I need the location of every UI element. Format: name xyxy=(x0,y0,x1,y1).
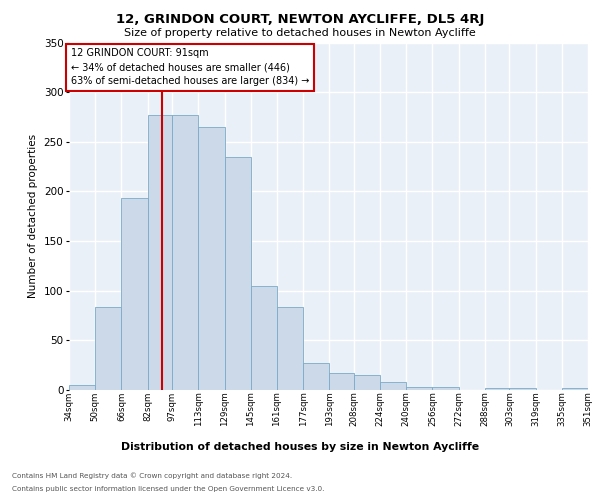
Bar xyxy=(69,385,95,390)
Bar xyxy=(354,375,380,390)
Bar xyxy=(329,373,354,390)
Bar xyxy=(433,387,458,390)
Bar xyxy=(172,115,199,390)
Text: Contains HM Land Registry data © Crown copyright and database right 2024.: Contains HM Land Registry data © Crown c… xyxy=(12,472,292,479)
Bar xyxy=(303,363,329,390)
Bar xyxy=(485,388,509,390)
Bar xyxy=(148,115,172,390)
Bar xyxy=(509,388,536,390)
Bar xyxy=(199,127,224,390)
Bar xyxy=(251,286,277,390)
Bar xyxy=(406,387,433,390)
Bar xyxy=(224,156,251,390)
Text: Distribution of detached houses by size in Newton Aycliffe: Distribution of detached houses by size … xyxy=(121,442,479,452)
Text: 12, GRINDON COURT, NEWTON AYCLIFFE, DL5 4RJ: 12, GRINDON COURT, NEWTON AYCLIFFE, DL5 … xyxy=(116,12,484,26)
Bar xyxy=(121,198,148,390)
Text: Size of property relative to detached houses in Newton Aycliffe: Size of property relative to detached ho… xyxy=(124,28,476,38)
Bar xyxy=(562,388,588,390)
Bar xyxy=(277,306,303,390)
Text: Contains public sector information licensed under the Open Government Licence v3: Contains public sector information licen… xyxy=(12,486,325,492)
Bar xyxy=(380,382,406,390)
Text: 12 GRINDON COURT: 91sqm
← 34% of detached houses are smaller (446)
63% of semi-d: 12 GRINDON COURT: 91sqm ← 34% of detache… xyxy=(71,48,309,86)
Y-axis label: Number of detached properties: Number of detached properties xyxy=(28,134,38,298)
Bar xyxy=(95,306,121,390)
